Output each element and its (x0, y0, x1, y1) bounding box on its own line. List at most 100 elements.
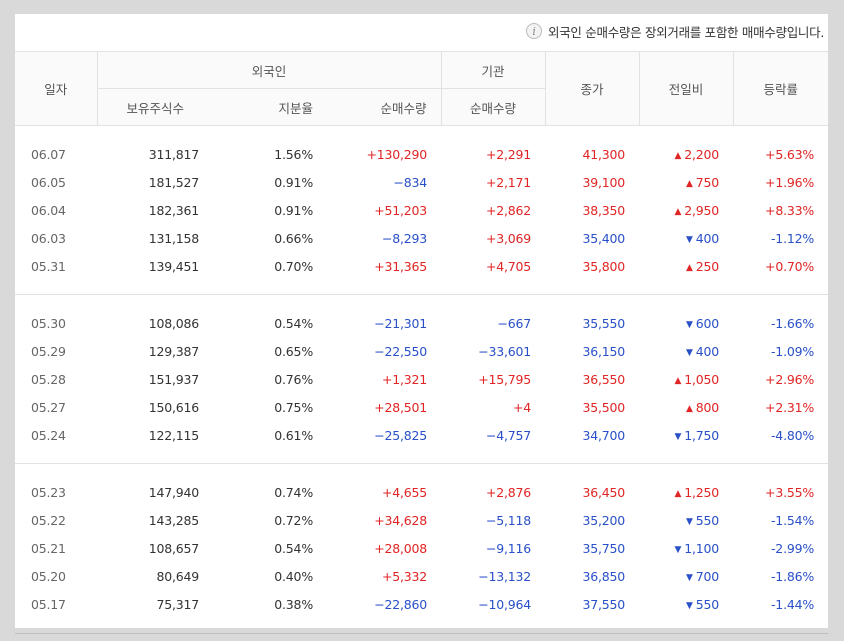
cell-date: 06.07 (31, 146, 66, 162)
header-foreign-net: 순매수량 (327, 88, 442, 126)
cell-change-value: 550 (695, 596, 720, 612)
cell-rate: -1.09% (771, 343, 815, 359)
bottom-divider (15, 633, 828, 634)
cell-close: 41,300 (582, 146, 626, 162)
cell-rate: +1.96% (765, 174, 815, 190)
group-divider (15, 280, 829, 295)
cell-holdings: 181,527 (148, 174, 199, 190)
cell-foreign-net: +5,332 (381, 568, 428, 584)
triangle-down-icon: ▼ (686, 234, 693, 245)
cell-change-value: 400 (695, 343, 720, 359)
triangle-up-icon: ▲ (686, 262, 693, 273)
cell-date: 05.30 (31, 315, 66, 331)
header-close: 종가 (544, 51, 640, 126)
group-divider (15, 449, 829, 464)
table-row: 05.17 75,317 0.38% −22,860 −10,964 37,550 ▼ 550… (15, 590, 828, 618)
cell-change: ▲ 2,200 (639, 140, 733, 168)
cell-close: 36,550 (582, 371, 626, 387)
notice-text: 외국인 순매수량은 장외거래를 포함한 매매수량입니다. (548, 24, 824, 40)
cell-rate: -4.80% (771, 427, 815, 443)
cell-rate: +3.55% (765, 484, 815, 500)
cell-date: 05.20 (31, 568, 66, 584)
cell-foreign-net: +34,628 (374, 512, 428, 528)
cell-date: 05.24 (31, 427, 66, 443)
triangle-up-icon: ▲ (674, 150, 682, 161)
cell-change-value: 750 (695, 174, 720, 190)
cell-share: 0.74% (274, 484, 313, 500)
cell-close: 35,400 (582, 230, 626, 246)
cell-change-value: 600 (695, 315, 720, 331)
triangle-down-icon: ▼ (674, 544, 682, 555)
cell-change: ▼ 550 (639, 506, 733, 534)
header-foreign: 외국인 (96, 51, 442, 89)
cell-close: 35,800 (582, 258, 626, 274)
cell-change-value: 1,100 (684, 540, 720, 556)
row-spacer (15, 295, 828, 310)
cell-change-value: 2,950 (684, 202, 720, 218)
cell-change: ▼ 400 (639, 224, 733, 252)
triangle-up-icon: ▲ (674, 206, 682, 217)
cell-rate: +5.63% (765, 146, 815, 162)
cell-change-value: 2,200 (684, 146, 720, 162)
triangle-up-icon: ▲ (686, 403, 693, 414)
cell-inst-net: +2,876 (485, 484, 532, 500)
cell-date: 06.05 (31, 174, 66, 190)
cell-inst-net: +2,862 (485, 202, 532, 218)
cell-rate: +2.31% (765, 399, 815, 415)
cell-inst-net: +4 (513, 399, 532, 415)
cell-foreign-net: −25,825 (374, 427, 428, 443)
table-row: 06.04 182,361 0.91% +51,203 +2,862 38,350 ▲ 2,9… (15, 196, 828, 224)
cell-close: 35,550 (582, 315, 626, 331)
cell-change: ▲ 800 (639, 393, 733, 421)
cell-share: 0.76% (274, 371, 313, 387)
header-holdings: 보유주식수 (96, 88, 213, 126)
cell-date: 05.17 (31, 596, 66, 612)
table-row: 06.07 311,817 1.56% +130,290 +2,291 41,300 ▲ 2,… (15, 140, 828, 168)
cell-holdings: 108,657 (148, 540, 199, 556)
table-row: 06.05 181,527 0.91% −834 +2,171 39,100 ▲ 750 +1.… (15, 168, 828, 196)
cell-inst-net: −9,116 (485, 540, 532, 556)
table-row: 05.23 147,940 0.74% +4,655 +2,876 36,450 ▲ 1,25… (15, 478, 828, 506)
cell-rate: -1.54% (771, 512, 815, 528)
cell-rate: +2.96% (765, 371, 815, 387)
info-icon[interactable]: i (526, 23, 543, 39)
cell-change-value: 1,250 (684, 484, 720, 500)
cell-rate: -2.99% (771, 540, 815, 556)
cell-date: 06.04 (31, 202, 66, 218)
cell-share: 0.72% (274, 512, 313, 528)
cell-close: 35,200 (582, 512, 626, 528)
cell-foreign-net: −21,301 (374, 315, 428, 331)
cell-change: ▼ 700 (639, 562, 733, 590)
triangle-up-icon: ▲ (686, 178, 693, 189)
cell-date: 05.29 (31, 343, 66, 359)
cell-date: 06.03 (31, 230, 66, 246)
cell-close: 38,350 (582, 202, 626, 218)
cell-inst-net: −13,132 (478, 568, 532, 584)
cell-foreign-net: +130,290 (366, 146, 428, 162)
cell-holdings: 150,616 (148, 399, 199, 415)
trading-panel: i 외국인 순매수량은 장외거래를 포함한 매매수량입니다. 일자 외국인 기관… (15, 14, 829, 628)
cell-date: 05.22 (31, 512, 66, 528)
cell-inst-net: +15,795 (478, 371, 532, 387)
table-body: 06.07 311,817 1.56% +130,290 +2,291 41,300 ▲ 2,… (15, 126, 829, 619)
cell-rate: -1.12% (771, 230, 815, 246)
triangle-down-icon: ▼ (686, 516, 693, 527)
cell-rate: -1.44% (771, 596, 815, 612)
cell-foreign-net: −8,293 (381, 230, 428, 246)
cell-foreign-net: −834 (393, 174, 428, 190)
cell-inst-net: +4,705 (485, 258, 532, 274)
table-row: 05.28 151,937 0.76% +1,321 +15,795 36,550 ▲ 1,0… (15, 365, 828, 393)
cell-share: 0.54% (274, 540, 313, 556)
cell-change-value: 250 (695, 258, 720, 274)
cell-holdings: 80,649 (156, 568, 199, 584)
cell-holdings: 122,115 (148, 427, 199, 443)
table-row: 05.30 108,086 0.54% −21,301 −667 35,550 ▼ 600 -1… (15, 309, 828, 337)
cell-close: 35,750 (582, 540, 626, 556)
cell-share: 0.65% (274, 343, 313, 359)
table-row: 05.20 80,649 0.40% +5,332 −13,132 36,850 ▼ 700 -… (15, 562, 828, 590)
header-change: 전일비 (638, 51, 734, 126)
cell-date: 05.21 (31, 540, 66, 556)
cell-change: ▲ 1,250 (639, 478, 733, 506)
cell-close: 34,700 (582, 427, 626, 443)
cell-foreign-net: +51,203 (374, 202, 428, 218)
